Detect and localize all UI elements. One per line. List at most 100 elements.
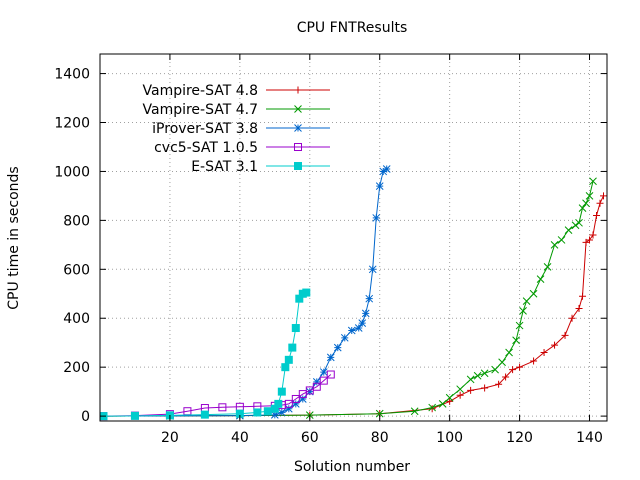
data-point	[512, 336, 520, 345]
data-point	[575, 304, 583, 312]
data-point	[428, 403, 437, 412]
data-point	[382, 165, 391, 173]
x-tick-label: 20	[161, 430, 179, 446]
data-point	[361, 309, 370, 318]
legend-entry-label: Vampire-SAT 4.7	[143, 102, 259, 118]
y-tick-label: 1200	[54, 116, 90, 132]
series-layer	[99, 165, 608, 421]
series-3	[99, 165, 391, 420]
data-point	[312, 377, 321, 386]
data-point	[218, 403, 227, 412]
data-point	[530, 357, 538, 365]
data-point	[277, 408, 286, 417]
data-point	[305, 387, 314, 396]
data-point	[589, 231, 597, 239]
series-line	[103, 292, 307, 417]
data-point	[319, 368, 328, 376]
data-point	[557, 236, 566, 244]
series-2	[99, 177, 597, 420]
y-tick-label: 800	[63, 213, 90, 229]
series-line	[103, 168, 387, 417]
data-point	[263, 407, 272, 416]
x-tick-label: 40	[231, 430, 249, 446]
data-point	[284, 404, 293, 413]
data-point	[130, 411, 139, 420]
data-point	[495, 380, 503, 388]
data-point	[375, 409, 384, 418]
data-point	[347, 326, 356, 335]
data-point	[438, 400, 447, 408]
data-point	[284, 399, 293, 408]
data-point	[270, 411, 279, 419]
data-point	[302, 288, 311, 297]
data-point	[428, 405, 436, 413]
data-point	[586, 236, 594, 244]
data-point	[543, 263, 552, 271]
data-point	[579, 292, 587, 300]
data-point	[522, 297, 531, 305]
data-point	[480, 369, 489, 378]
data-point	[481, 384, 489, 392]
data-point	[277, 387, 286, 396]
data-point	[281, 363, 290, 372]
data-point	[319, 376, 328, 385]
data-point	[540, 348, 548, 356]
data-point	[312, 382, 321, 391]
data-point	[291, 394, 300, 403]
legend-entry-label: iProver-SAT 3.8	[152, 121, 258, 137]
data-point	[253, 408, 262, 417]
data-point	[509, 366, 517, 374]
data-point	[505, 348, 513, 357]
data-point	[600, 192, 608, 200]
data-point	[358, 319, 367, 327]
data-point	[456, 385, 464, 394]
data-point	[519, 307, 527, 315]
data-point	[564, 226, 573, 235]
x-axis-label: Solution number	[294, 459, 410, 475]
data-point	[298, 395, 307, 403]
data-point	[473, 371, 482, 380]
data-point	[536, 275, 545, 283]
legend-marker	[294, 86, 302, 94]
data-point	[372, 214, 381, 222]
data-point	[589, 177, 597, 186]
data-point	[529, 289, 538, 298]
data-point	[515, 321, 524, 330]
y-tick-label: 0	[81, 409, 90, 425]
data-point	[274, 399, 283, 408]
series-5	[99, 288, 311, 421]
data-point	[375, 182, 384, 190]
y-tick-label: 400	[63, 311, 90, 327]
x-tick-label: 120	[506, 430, 533, 446]
data-point	[550, 240, 559, 249]
y-tick-label: 1000	[54, 164, 90, 180]
x-tick-label: 140	[576, 430, 603, 446]
data-point	[578, 204, 587, 212]
data-point	[585, 192, 594, 200]
data-point	[575, 218, 583, 227]
x-tick-label: 80	[371, 430, 389, 446]
data-point	[288, 343, 297, 352]
legend: Vampire-SAT 4.8 Vampire-SAT 4.7 iProver-SA…	[143, 83, 330, 175]
data-point	[379, 167, 388, 176]
y-axis-label: CPU time in seconds	[6, 166, 22, 309]
data-point	[568, 314, 576, 322]
data-point	[354, 324, 363, 332]
data-point	[368, 265, 377, 274]
data-point	[466, 375, 475, 384]
data-point	[446, 397, 454, 405]
legend-marker	[294, 162, 302, 170]
data-point	[571, 221, 580, 230]
axes: 0 200 400 600 800 1000 1200 1400 20 40 60 80 100 120 1…	[54, 53, 608, 446]
chart-title: CPU FNTResults	[297, 20, 408, 36]
x-tick-label: 100	[436, 430, 463, 446]
data-point	[200, 410, 209, 419]
legend-marker	[294, 143, 302, 151]
legend-entry-label: E-SAT 3.1	[191, 159, 258, 175]
plot-frame	[99, 53, 608, 422]
data-point	[491, 365, 499, 374]
y-tick-label: 600	[63, 262, 90, 278]
legend-entry-label: Vampire-SAT 4.8	[143, 83, 259, 99]
data-point	[291, 324, 300, 333]
